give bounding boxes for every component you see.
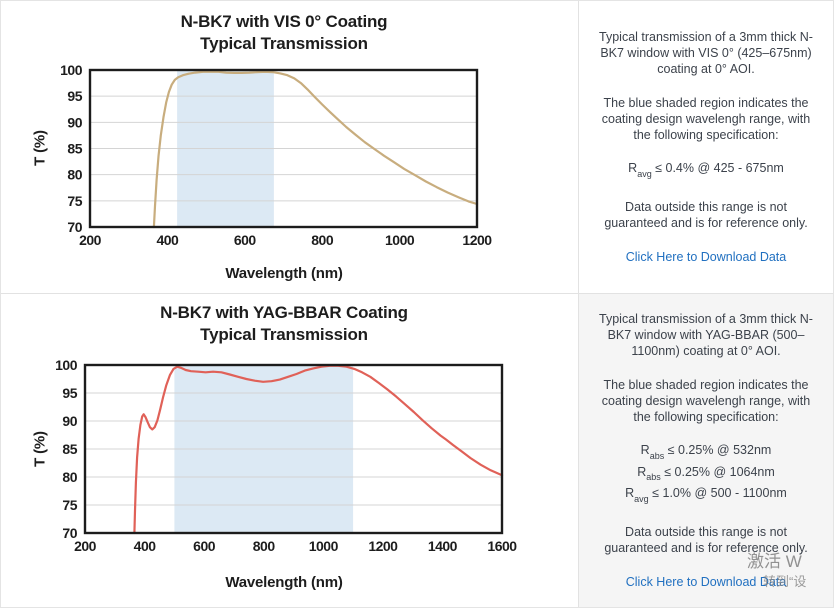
x-tick-label: 400 bbox=[134, 538, 157, 554]
chart-subtitle-vis: Typical Transmission bbox=[200, 34, 368, 53]
y-tick-label: 75 bbox=[62, 497, 77, 513]
description-text: Typical transmission of a 3mm thick N-BK… bbox=[599, 312, 813, 359]
y-tick-label: 85 bbox=[67, 141, 82, 157]
region-note-text: The blue shaded region indicates the coa… bbox=[601, 96, 811, 143]
spec-line: Ravg ≤ 1.0% @ 500 - 1100nm bbox=[625, 486, 787, 504]
x-tick-label: 1600 bbox=[487, 538, 517, 554]
x-tick-label: 1200 bbox=[462, 232, 492, 248]
region-note-text: The blue shaded region indicates the coa… bbox=[601, 378, 811, 425]
x-axis-label-yag: Wavelength (nm) bbox=[225, 574, 343, 591]
x-tick-label: 1400 bbox=[428, 538, 458, 554]
x-tick-label: 200 bbox=[79, 232, 102, 248]
plot-border bbox=[88, 68, 479, 229]
x-tick-label: 200 bbox=[74, 538, 97, 554]
x-axis-label-vis: Wavelength (nm) bbox=[225, 265, 343, 282]
y-tick-label: 90 bbox=[62, 413, 77, 429]
y-tick-label: 95 bbox=[67, 88, 82, 104]
x-tick-label: 800 bbox=[253, 538, 276, 554]
x-tick-label: 600 bbox=[234, 232, 257, 248]
y-tick-label: 90 bbox=[67, 114, 82, 130]
y-axis-label-yag: T (%) bbox=[31, 431, 49, 467]
y-tick-label: 75 bbox=[67, 193, 82, 209]
chart-title-vis: N-BK7 with VIS 0° Coating bbox=[180, 12, 388, 31]
y-tick-label: 70 bbox=[62, 525, 77, 541]
y-tick-label: 100 bbox=[60, 62, 83, 78]
disclaimer-text: Data outside this range is not guarantee… bbox=[604, 524, 808, 555]
spec-list: Ravg ≤ 0.4% @ 425 - 675nm bbox=[628, 160, 784, 182]
chart-subtitle-yag: Typical Transmission bbox=[200, 325, 368, 344]
x-tick-label: 800 bbox=[311, 232, 334, 248]
spec-list: Rabs ≤ 0.25% @ 532nm Rabs ≤ 0.25% @ 1064n… bbox=[625, 442, 787, 507]
plot-border bbox=[83, 363, 504, 535]
x-tick-label: 400 bbox=[156, 232, 179, 248]
info-panel-vis: Typical transmission of a 3mm thick N-BK… bbox=[578, 1, 833, 293]
chart-panel-vis: N-BK7 with VIS 0° Coating Typical Transm… bbox=[1, 1, 578, 293]
y-tick-label: 100 bbox=[55, 357, 78, 373]
spec-line: Ravg ≤ 0.4% @ 425 - 675nm bbox=[628, 161, 784, 179]
x-tick-label: 1000 bbox=[309, 538, 339, 554]
info-panel-yag: Typical transmission of a 3mm thick N-BK… bbox=[578, 293, 833, 607]
spec-line: Rabs ≤ 0.25% @ 532nm bbox=[640, 443, 772, 461]
y-tick-label: 80 bbox=[62, 469, 77, 485]
chart-title-yag: N-BK7 with YAG-BBAR Coating bbox=[160, 303, 408, 322]
yag-transmission-chart: 200 400 600 800 1000 1200 1400 1600 100 95 90 85 80 7… bbox=[55, 357, 518, 554]
x-tick-label: 1000 bbox=[385, 232, 415, 248]
download-data-link[interactable]: Click Here to Download Data bbox=[625, 574, 787, 589]
spec-line: Rabs ≤ 0.25% @ 1064nm bbox=[637, 464, 775, 483]
y-tick-label: 80 bbox=[67, 167, 82, 183]
vis-transmission-chart: 200 400 600 800 1000 1200 100 95 90 85 80 75 70 bbox=[60, 62, 493, 248]
transmission-curve bbox=[133, 364, 504, 535]
transmission-curve bbox=[152, 70, 479, 229]
x-tick-label: 600 bbox=[193, 538, 216, 554]
x-tick-label: 1200 bbox=[368, 538, 398, 554]
y-tick-label: 85 bbox=[62, 441, 77, 457]
chart-panel-yag: N-BK7 with YAG-BBAR Coating Typical Tran… bbox=[1, 293, 578, 607]
disclaimer-text: Data outside this range is not guarantee… bbox=[604, 199, 808, 230]
y-tick-label: 95 bbox=[62, 385, 77, 401]
description-text: Typical transmission of a 3mm thick N-BK… bbox=[599, 30, 813, 77]
y-tick-label: 70 bbox=[67, 219, 82, 235]
y-axis-label-vis: T (%) bbox=[31, 130, 49, 166]
download-data-link[interactable]: Click Here to Download Data bbox=[625, 249, 787, 264]
